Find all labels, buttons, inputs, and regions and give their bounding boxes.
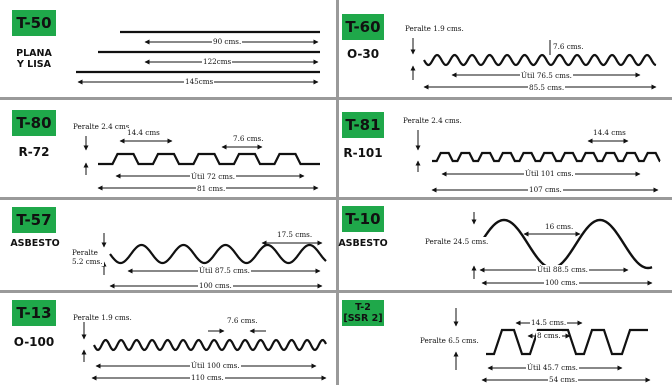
t13-peralte: Peralte 1.9 cms. [72, 313, 133, 322]
t57-profile [109, 243, 327, 265]
t60-pitch: 7.6 cms. [552, 42, 585, 51]
row-divider-3 [0, 290, 672, 293]
panel-name-t50: PLANA Y LISA [16, 48, 52, 70]
t80-crest: 14.4 cms [126, 128, 161, 137]
t80-profile [98, 152, 320, 166]
row-divider-2 [0, 197, 672, 200]
panel-code-t2: T-2 [SSR 2] [342, 300, 384, 326]
t57-peralte: Peralte 5.2 cms. [71, 248, 104, 266]
t57-pitch: 17.5 cms. [276, 230, 314, 239]
t57-util: Útil 87.5 cms. [198, 266, 251, 275]
t2-util: Útil 45.7 cms. [526, 363, 579, 372]
t13-total: 110 cms. [190, 373, 225, 382]
t50-dim-2: 122cms [202, 57, 233, 66]
panel-name-t60: O-30 [346, 47, 380, 61]
panel-code-t50: T-50 [12, 10, 56, 36]
t10-util: Útil 88.5 cms. [536, 265, 589, 274]
t60-util: Útil 76.5 cms. [520, 71, 573, 80]
t2-crest: 14.5 cms. [530, 318, 568, 327]
t81-crest: 14.4 cms [592, 128, 627, 137]
panel-code-t10: T-10 [342, 206, 384, 232]
column-divider [336, 0, 339, 385]
panel-code-t60: T-60 [342, 14, 384, 40]
t57-total: 100 cms. [198, 281, 233, 290]
t80-total: 81 cms. [196, 184, 227, 193]
t13-util: Útil 100 cms. [190, 361, 241, 370]
t60-total: 85.5 cms. [528, 83, 566, 92]
t10-total: 100 cms. [544, 278, 579, 287]
t81-util: Útil 101 cms. [524, 169, 575, 178]
row-divider-1 [0, 97, 672, 100]
t2-peralte: Peralte 6.5 cms. [419, 336, 480, 345]
t60-peralte: Peralte 1.9 cms. [404, 24, 465, 33]
t2-total: 54 cms. [548, 375, 579, 384]
t80-util: Útil 72 cms. [190, 172, 237, 181]
t13-pitch: 7.6 cms. [226, 316, 259, 325]
t80-peralte: Peralte 2.4 cms. [72, 122, 133, 131]
panel-name-t81: R-101 [343, 146, 383, 160]
t13-profile [93, 338, 327, 352]
panel-name-t57: ASBESTO [10, 238, 60, 249]
panel-code-t13: T-13 [12, 300, 56, 326]
t2-profile [486, 328, 648, 356]
t50-dim-1: 90 cms. [212, 37, 243, 46]
panel-name-t13: O-100 [13, 335, 55, 349]
t50-dim-3: 145cms [184, 77, 215, 86]
t2-rib: 8 cms. [536, 331, 562, 340]
t10-peralte: Peralte 24.5 cms. [424, 237, 490, 246]
panel-code-t81: T-81 [342, 112, 384, 138]
t10-pitch: 16 cms. [544, 222, 575, 231]
panel-name-t10: ASBESTO [338, 238, 388, 249]
t81-total: 107 cms. [528, 185, 563, 194]
panel-name-t80: R-72 [18, 145, 50, 159]
t81-peralte: Peralte 2.4 cms. [402, 116, 463, 125]
t10-profile [478, 218, 653, 270]
t81-profile [432, 151, 661, 163]
panel-code-t80: T-80 [12, 110, 56, 136]
t60-profile [423, 53, 657, 67]
panel-code-t57: T-57 [12, 207, 56, 233]
t80-pitch: 7.6 cms. [232, 134, 265, 143]
